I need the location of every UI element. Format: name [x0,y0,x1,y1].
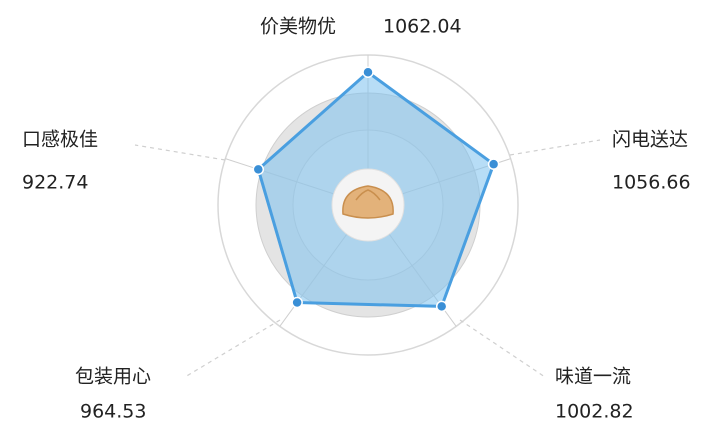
radar-point [363,67,373,77]
radar-point [292,298,302,308]
value-label: 1062.04 [383,16,462,38]
category-label: 味道一流 [555,366,631,388]
category-label: 价美物优 [260,16,336,38]
value-label: 964.53 [80,401,146,423]
value-label: 1002.82 [555,401,634,423]
leader-line [135,145,225,160]
center-icon [332,169,404,241]
category-label: 口感极佳 [22,129,98,151]
chart: 价美物优 1062.04 闪电送达 1056.66 味道一流 1002.82 包装用心 964… [0,0,719,427]
value-label: 1056.66 [612,172,691,194]
category-label: 闪电送达 [612,129,688,151]
category-label: 包装用心 [75,366,151,388]
radar-point [253,164,263,174]
value-label: 922.74 [22,172,88,194]
leader-line [185,320,280,377]
radar-point [489,159,499,169]
leader-line [460,320,545,377]
leader-line [510,140,600,155]
radar-point [437,301,447,311]
